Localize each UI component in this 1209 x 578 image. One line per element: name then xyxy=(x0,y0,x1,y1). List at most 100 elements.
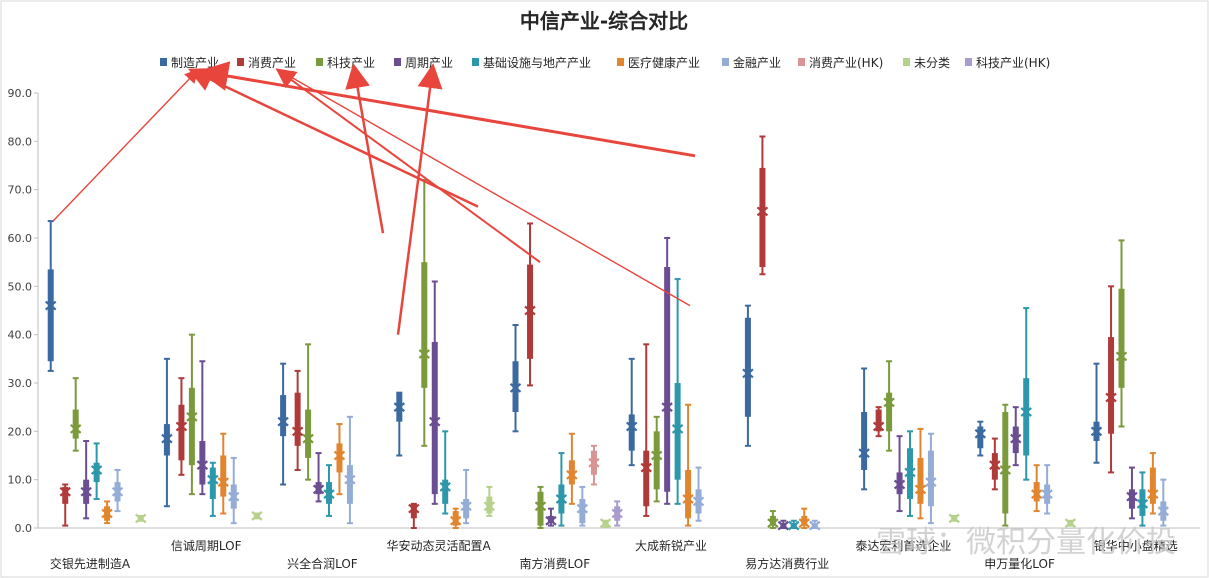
y-tick-label: 70.0 xyxy=(8,184,33,197)
box-body xyxy=(875,409,882,432)
median-marker xyxy=(788,520,800,531)
legend-label: 金融产业 xyxy=(733,55,781,70)
box-body xyxy=(861,412,868,470)
annotation-arrows xyxy=(52,61,696,335)
median-marker xyxy=(904,467,916,478)
legend-item: 未分类 xyxy=(903,56,950,70)
y-tick-label: 90.0 xyxy=(8,87,33,100)
box-mark xyxy=(70,377,82,452)
box-body xyxy=(927,450,934,507)
box-mark xyxy=(161,357,173,508)
box-mark xyxy=(111,469,124,513)
box-body xyxy=(537,491,544,526)
legend-item: 周期产业 xyxy=(394,56,453,70)
median-marker xyxy=(999,465,1011,475)
median-marker xyxy=(545,515,557,526)
box-body xyxy=(305,409,312,458)
median-marker xyxy=(418,349,430,359)
box-body xyxy=(280,395,287,437)
box-body xyxy=(653,431,660,490)
legend-item: 科技产业(HK) xyxy=(965,56,1050,70)
box-mark xyxy=(196,360,209,496)
box-mark xyxy=(449,507,462,529)
median-marker xyxy=(59,486,71,497)
box-mark xyxy=(291,369,304,471)
legend-swatch xyxy=(160,58,167,66)
box-mark xyxy=(798,507,810,529)
box-mark xyxy=(566,432,578,505)
median-marker xyxy=(798,518,810,529)
category-label: 大成新锐产业 xyxy=(635,538,707,553)
box-mark xyxy=(974,420,987,457)
box-mark xyxy=(277,362,289,486)
median-marker xyxy=(914,484,927,495)
median-marker xyxy=(1136,498,1149,509)
box-mark xyxy=(767,510,779,529)
median-marker xyxy=(135,513,147,524)
box-mark xyxy=(671,278,684,505)
box-mark xyxy=(186,333,198,496)
box-mark xyxy=(90,442,103,500)
watermark-text: 雪球：微积分量化价投 xyxy=(876,525,1176,560)
median-marker xyxy=(576,503,589,514)
box-body xyxy=(336,443,343,473)
median-marker xyxy=(566,469,578,480)
box-body xyxy=(410,503,417,519)
box-mark xyxy=(460,469,472,525)
box-mark xyxy=(1157,478,1170,527)
median-marker xyxy=(70,424,82,434)
median-marker xyxy=(872,421,885,432)
median-marker xyxy=(640,462,652,473)
median-marker xyxy=(692,496,705,507)
legend-swatch xyxy=(965,58,972,66)
box-mark xyxy=(1064,518,1077,529)
chart-title: 中信产业-综合对比 xyxy=(520,9,688,33)
box-mark xyxy=(742,304,754,447)
legend-label: 消费产业 xyxy=(248,56,296,70)
median-marker xyxy=(1041,489,1053,500)
box-mark xyxy=(483,485,496,517)
annotation-arrow xyxy=(52,68,199,222)
legend-swatch xyxy=(798,58,805,66)
box-mark xyxy=(393,391,406,457)
box-mark xyxy=(1147,452,1159,515)
box-body xyxy=(1002,412,1009,514)
box-mark xyxy=(925,432,937,525)
median-marker xyxy=(80,486,92,497)
median-marker xyxy=(883,397,895,408)
box-mark xyxy=(45,220,57,372)
box-body xyxy=(685,470,692,519)
median-marker xyxy=(1115,351,1128,362)
category-label: 申万量化LOF xyxy=(984,557,1055,571)
median-marker xyxy=(1090,426,1103,437)
median-marker xyxy=(534,501,547,512)
category-label: 泰达宏利首选企业 xyxy=(855,538,951,553)
median-marker xyxy=(742,368,754,379)
box-mark xyxy=(756,135,769,276)
median-marker xyxy=(661,402,673,413)
legend-item: 科技产业 xyxy=(316,56,375,70)
median-marker xyxy=(251,511,263,521)
box-mark xyxy=(1136,471,1149,527)
x-axis: 交银先进制造A 信诚周期LOF 兴全合润LOF 华安动态灵活配置A 南方消费LOF 大成新… xyxy=(50,538,1178,571)
box-mark xyxy=(524,222,536,387)
box-mark xyxy=(611,500,623,527)
box-body xyxy=(977,426,984,449)
median-marker xyxy=(161,433,173,444)
y-tick-label: 60.0 xyxy=(8,232,33,245)
box-body xyxy=(188,387,195,466)
box-mark xyxy=(534,485,547,529)
median-marker xyxy=(509,382,522,393)
box-body xyxy=(463,499,470,519)
median-marker xyxy=(393,402,406,413)
y-axis: 0.0 10.0 20.0 30.0 40.0 50.0 60.0 70.0 80.0 90.0 xyxy=(8,87,1200,535)
y-tick-label: 20.0 xyxy=(8,425,33,438)
box-mark xyxy=(1090,362,1103,464)
legend-label: 基础设施与地产产业 xyxy=(483,56,591,70)
box-body xyxy=(442,479,449,504)
median-marker xyxy=(925,477,937,487)
box-mark xyxy=(101,500,113,525)
box-mark xyxy=(1115,239,1128,428)
box-mark xyxy=(323,464,335,517)
